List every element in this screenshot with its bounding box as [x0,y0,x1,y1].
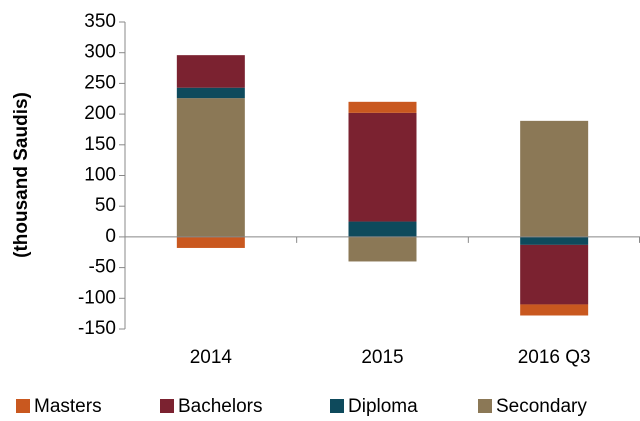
y-tick-label: 0 [105,226,116,247]
bar-segment [520,244,589,305]
bar-segment [176,55,245,88]
y-tick-label: 300 [84,42,116,63]
legend-label: Diploma [348,396,418,417]
bar-segment [348,221,417,237]
legend-label: Bachelors [178,396,263,417]
y-tick-label: 50 [95,195,116,216]
y-tick-label: 350 [84,11,116,32]
y-tick-label: 200 [84,103,116,124]
bar-segment [176,236,245,248]
bar-segment [520,236,589,245]
y-tick-label: -50 [89,257,116,278]
legend-swatch [16,399,30,413]
y-tick-label: -150 [78,318,116,339]
legend-swatch [160,399,174,413]
y-tick-label: 150 [84,134,116,155]
x-tick-label: 2016 Q3 [518,347,591,368]
legend-swatch [330,399,344,413]
legend-label: Secondary [496,396,587,417]
y-tick-label: 250 [84,72,116,93]
y-axis-label: (thousand Saudis) [11,92,32,258]
y-tick-label: 100 [84,165,116,186]
legend-swatch [478,399,492,413]
bar-segment [176,98,245,237]
bar-segment [348,101,417,113]
x-tick-label: 2015 [361,347,403,368]
legend-label: Masters [34,396,102,417]
x-tick-label: 2014 [190,347,233,368]
bar-segment [348,236,417,262]
bar-segment [348,112,417,222]
bar-segment [176,87,245,99]
bar-segment [520,304,589,316]
y-tick-label: -100 [78,287,116,308]
bar-segment [520,120,589,237]
